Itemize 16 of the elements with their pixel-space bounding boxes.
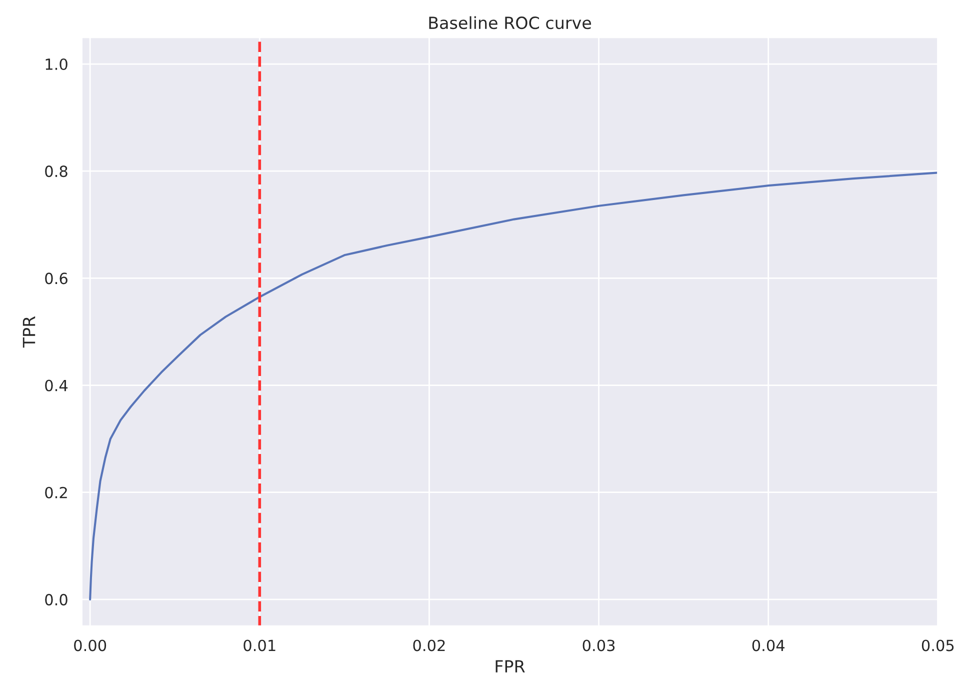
y-tick-label: 0.4: [45, 380, 68, 392]
x-tick-label: 0.01: [244, 640, 276, 652]
y-tick-label: 1.0: [46, 58, 68, 70]
x-axis-title: FPR: [496, 660, 525, 672]
y-tick-label: 0.6: [45, 272, 68, 284]
x-tick-label: 0.04: [752, 640, 785, 652]
x-tick-label: 0.00: [74, 640, 106, 652]
y-axis-title: TPR: [22, 316, 36, 348]
x-tick-label: 0.02: [413, 640, 445, 652]
y-tick-label: 0.0: [45, 594, 68, 606]
x-tick-label: 0.05: [922, 640, 954, 652]
chart-title: Baseline ROC curve: [429, 16, 592, 30]
line-series: [89, 172, 938, 600]
y-tick-label: 0.2: [45, 486, 67, 498]
y-tick-label: 0.8: [45, 166, 68, 178]
x-tick-label: 0.03: [582, 640, 615, 652]
